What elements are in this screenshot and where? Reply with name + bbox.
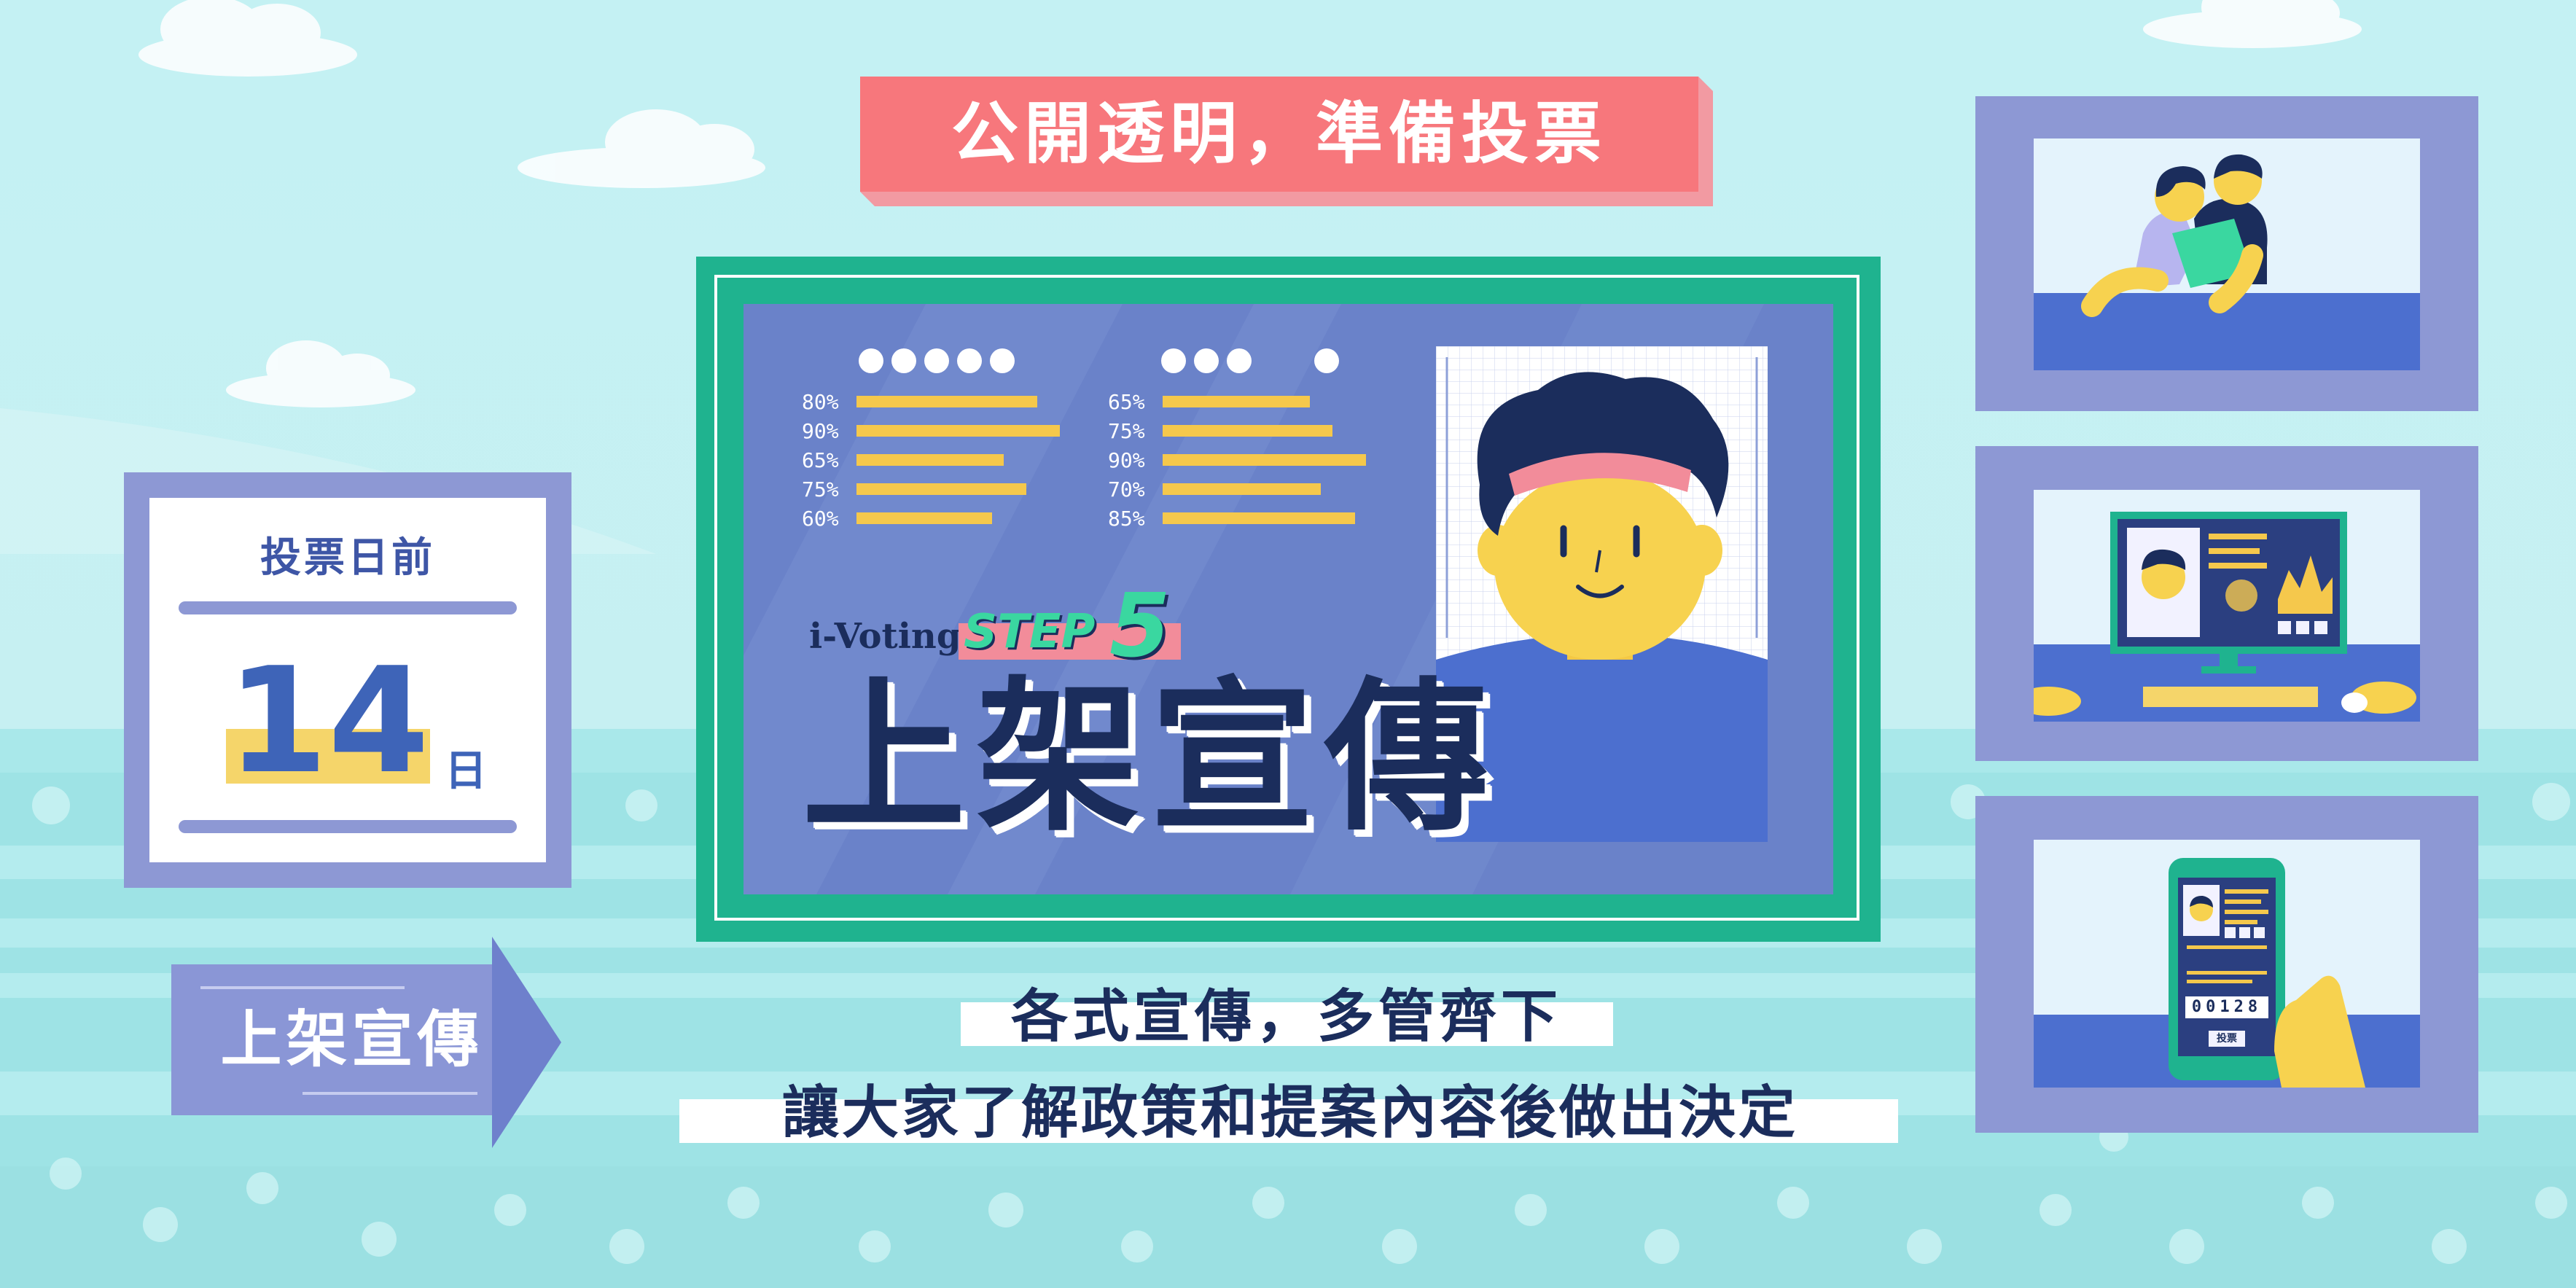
step-highlight <box>959 623 1181 660</box>
right-stat-bar <box>1163 396 1310 407</box>
board-title: 上架宣傳 <box>802 663 1499 854</box>
candidate-portrait <box>1436 346 1768 842</box>
caption-line1: 各式宣傳，多管齊下 <box>1010 984 1562 1050</box>
left-stat-label: 60% <box>802 507 839 531</box>
countdown-prefix: 投票日前 <box>260 534 435 582</box>
phone-vote-counter: 00128 <box>2191 998 2263 1016</box>
right-stat-bar <box>1163 454 1366 466</box>
countdown-card-inner <box>149 498 546 862</box>
left-stat-bar <box>856 396 1037 407</box>
arrow-tag-text: 上架宣傳 <box>220 1004 483 1075</box>
countdown-unit: 日 <box>445 746 488 795</box>
caption-line1-bg <box>961 1002 1613 1046</box>
right-stat-label: 90% <box>1108 448 1145 472</box>
brand-logo: i-Voting <box>809 616 961 657</box>
right-stat-label: 65% <box>1108 390 1145 414</box>
step-word: STEP <box>964 605 1096 659</box>
right-stat-label: 70% <box>1108 477 1145 501</box>
left-stat-bar <box>856 425 1060 437</box>
top-banner-text: 公開透明，準備投票 <box>951 95 1607 173</box>
desktop-illustration <box>2034 490 2420 722</box>
left-stat-bar <box>856 483 1026 495</box>
countdown-divider-bottom <box>179 820 517 833</box>
countdown-days: 14 <box>226 636 430 806</box>
left-stat-label: 65% <box>802 448 839 472</box>
arrow-tag <box>171 937 561 1148</box>
step-number: 5 <box>1109 576 1171 677</box>
right-stat-bar <box>1163 512 1355 524</box>
right-stat-label: 75% <box>1108 419 1145 443</box>
left-stat-bar <box>856 512 992 524</box>
countdown-days-highlight <box>226 729 430 784</box>
caption-line2-bg <box>679 1099 1898 1143</box>
left-stat-label: 75% <box>802 477 839 501</box>
top-banner <box>860 77 1713 206</box>
left-stat-label: 90% <box>802 419 839 443</box>
left-stat-bar <box>856 454 1004 466</box>
phone-vote-button: 投票 <box>2217 1033 2237 1045</box>
left-stat-label: 80% <box>802 390 839 414</box>
right-stat-label: 85% <box>1108 507 1145 531</box>
board-dots <box>859 348 1339 373</box>
right-stat-bar <box>1163 483 1321 495</box>
right-stat-bar <box>1163 425 1332 437</box>
phone-illustration <box>2034 840 2420 1088</box>
board-frame-line <box>714 275 1859 921</box>
people-illustration <box>2034 138 2420 370</box>
caption-line2: 讓大家了解政策和提案內容後做出決定 <box>781 1080 1798 1146</box>
countdown-divider-top <box>179 601 517 614</box>
